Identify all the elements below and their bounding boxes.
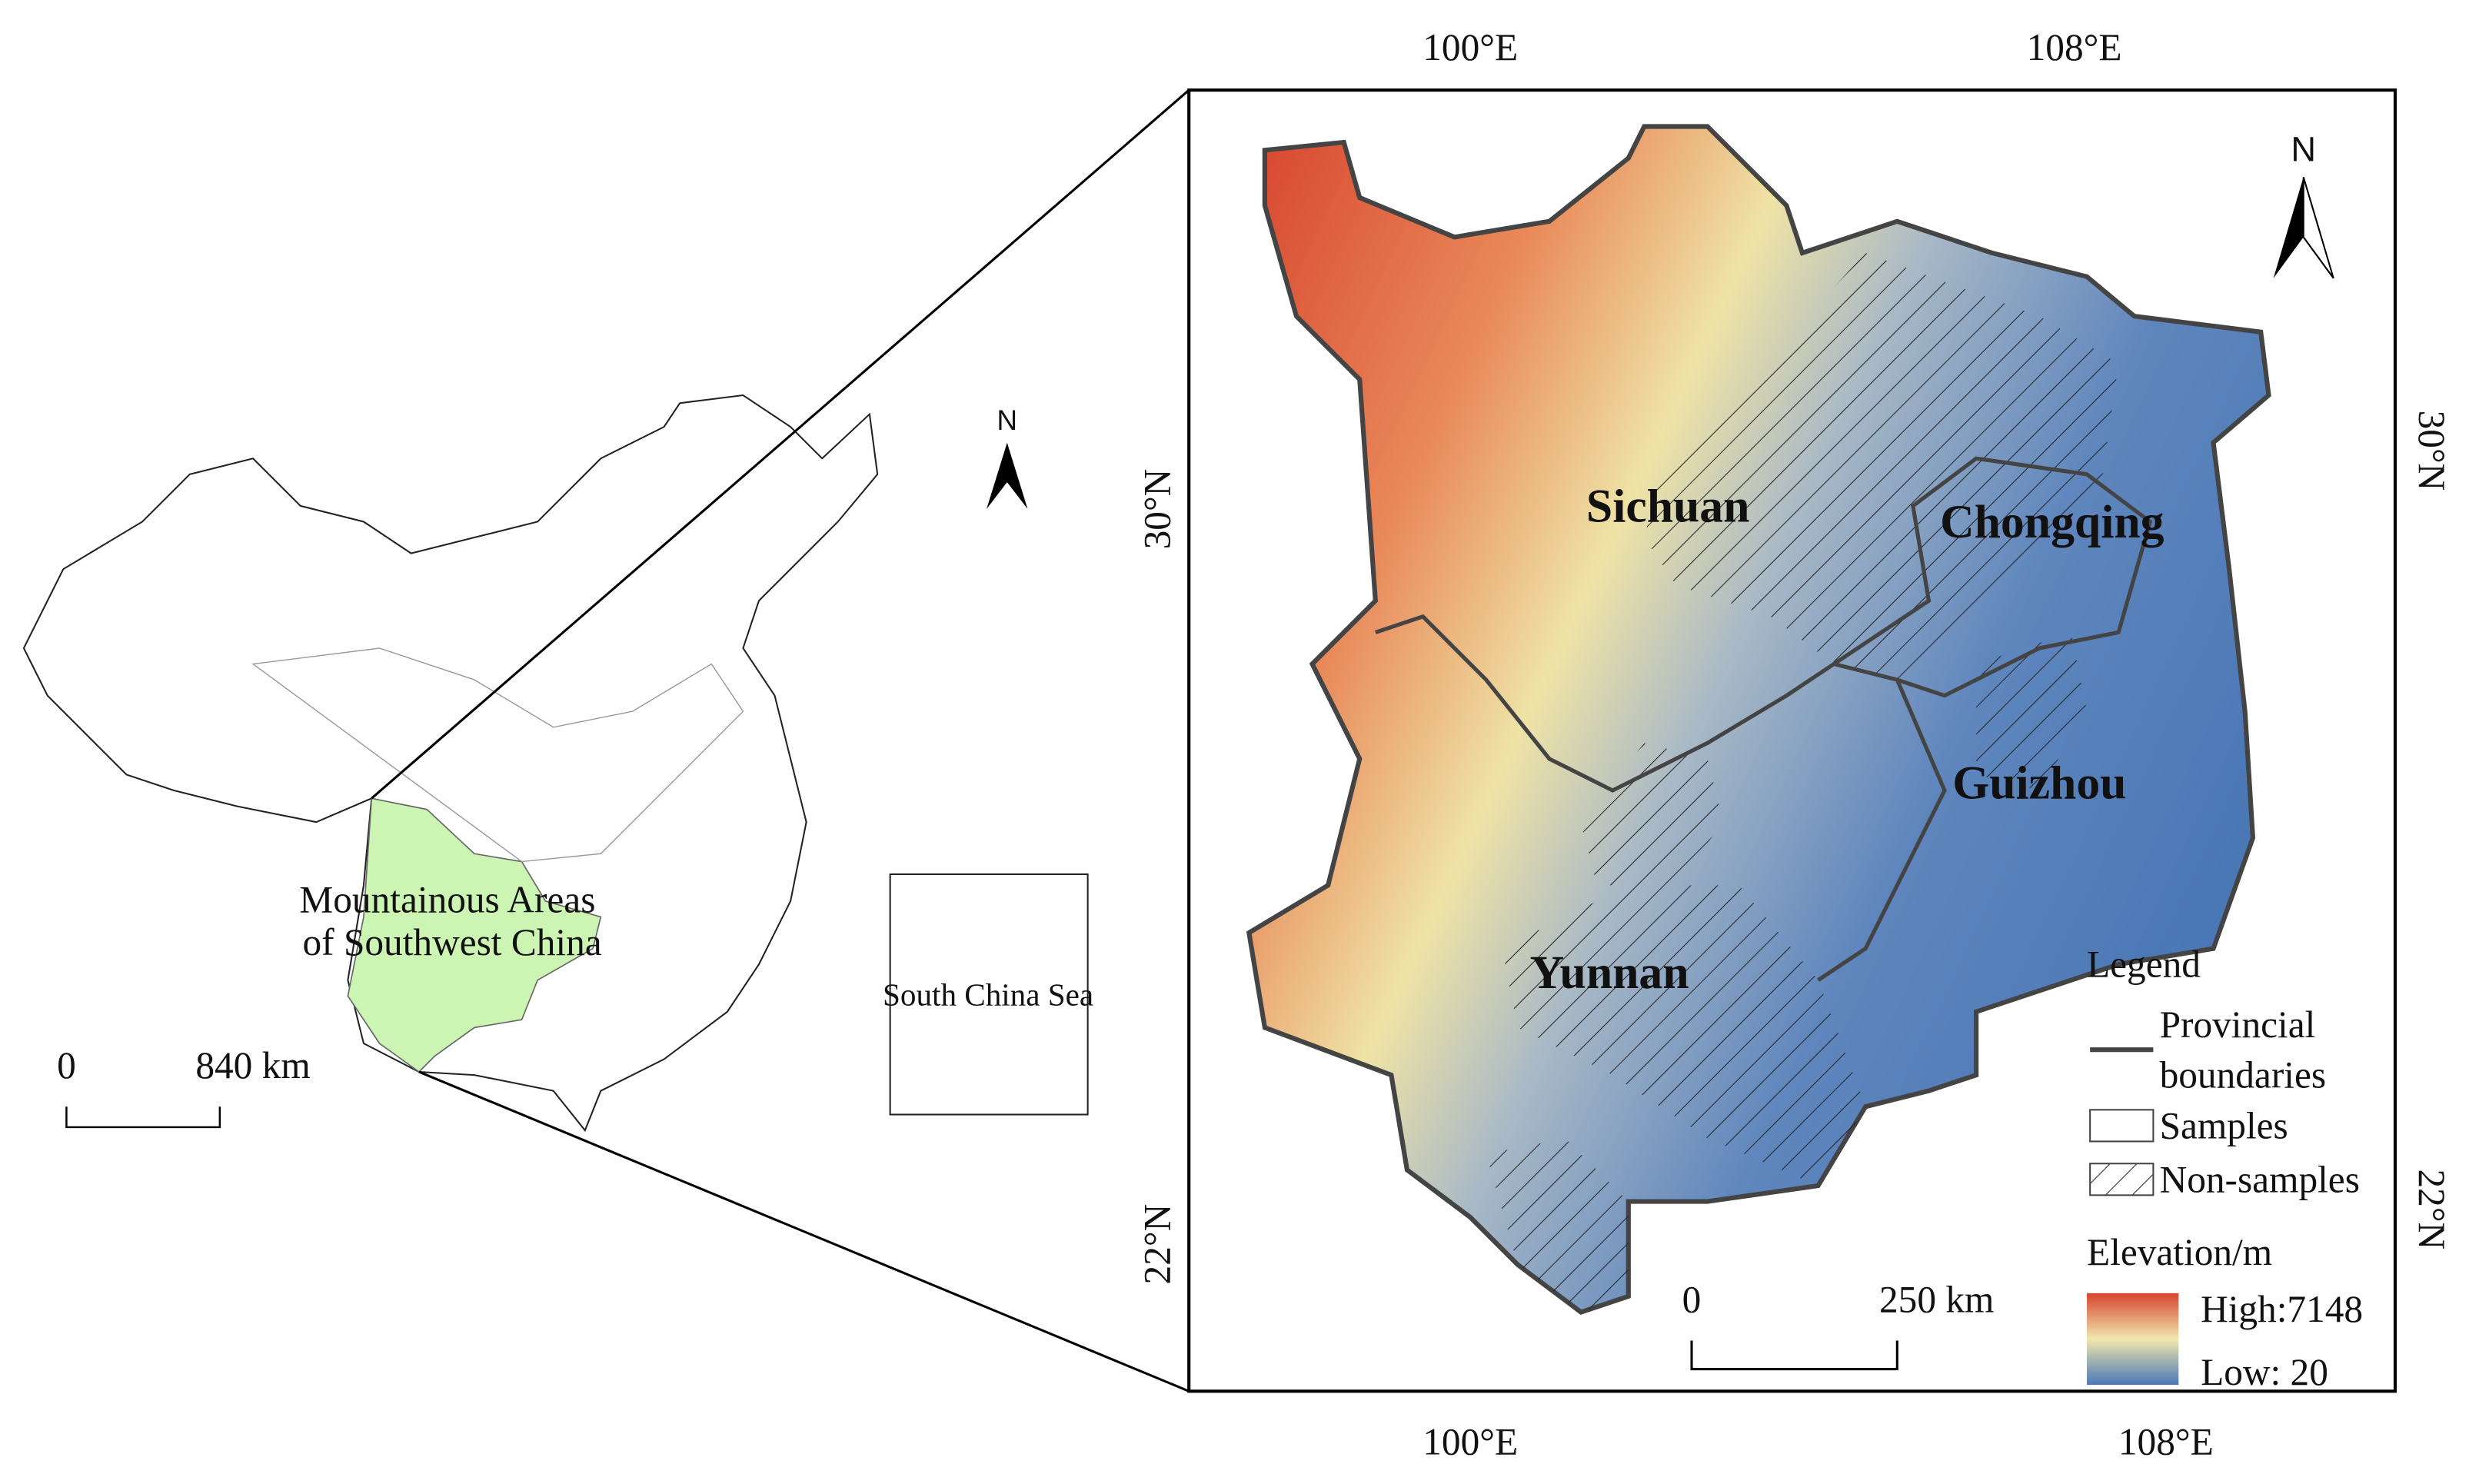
bottom-tick-label: 100°E [1423, 1421, 1518, 1463]
north-arrow [987, 442, 1028, 510]
province-label: Yunnan [1530, 947, 1689, 999]
right-tick-label: 30°N [2411, 411, 2453, 491]
south-china-sea-label: South China Sea [883, 977, 1093, 1013]
legend-label: boundaries [2160, 1054, 2326, 1096]
north-label: N [997, 404, 1017, 436]
zoom-line [371, 89, 1190, 800]
legend-label: Provincial [2160, 1003, 2316, 1046]
non-sample-area [1644, 252, 2119, 680]
scale-bar [1690, 1340, 1898, 1371]
top-tick-label: 100°E [1423, 26, 1518, 68]
china-outline [22, 394, 879, 1133]
right-tick-label: 22°N [2411, 1170, 2453, 1250]
legend-elevation-ramp [2087, 1293, 2179, 1386]
province-label: Sichuan [1586, 480, 1750, 532]
province-label: Chongqing [1940, 496, 2165, 548]
scale-start: 0 [1682, 1279, 1702, 1321]
north-label: N [2291, 130, 2316, 169]
non-sample-area [1581, 743, 1724, 886]
province-boundary [1375, 614, 1947, 982]
north-arrow-half [2302, 176, 2334, 279]
zoom-line [418, 1070, 1190, 1392]
legend-elevation-title: Elevation/m [2087, 1231, 2272, 1273]
region-label: of Southwest China [303, 921, 602, 963]
scale-end: 250 km [1879, 1279, 1994, 1321]
left-tick-label: 30°N [1136, 469, 1179, 550]
non-sample-area [1486, 1138, 1629, 1313]
bottom-tick-label: 108°E [2118, 1421, 2214, 1463]
legend-high: High:7148 [2201, 1288, 2363, 1330]
southwest-region [347, 797, 602, 1073]
legend-label: Samples [2160, 1104, 2288, 1146]
region-label: Mountainous Areas [299, 878, 595, 920]
left-tick-label: 22°N [1136, 1204, 1179, 1285]
legend-label: Non-samples [2160, 1158, 2360, 1200]
scale-end: 840 km [195, 1044, 310, 1086]
legend-title: Legend [2087, 943, 2201, 986]
inset-regions [251, 647, 744, 863]
legend-samples-swatch [2089, 1109, 2155, 1143]
legend-low: Low: 20 [2201, 1351, 2328, 1393]
top-tick-label: 108°E [2027, 26, 2122, 68]
non-sample-area [1976, 632, 2088, 791]
scale-bar [65, 1106, 221, 1129]
non-sample-area [1502, 885, 1866, 1186]
legend-nonsamples-swatch [2089, 1163, 2155, 1196]
south-china-sea-box [889, 873, 1089, 1116]
scale-start: 0 [57, 1044, 76, 1086]
province-label: Guizhou [1952, 757, 2126, 809]
province-boundary [1832, 456, 2153, 698]
